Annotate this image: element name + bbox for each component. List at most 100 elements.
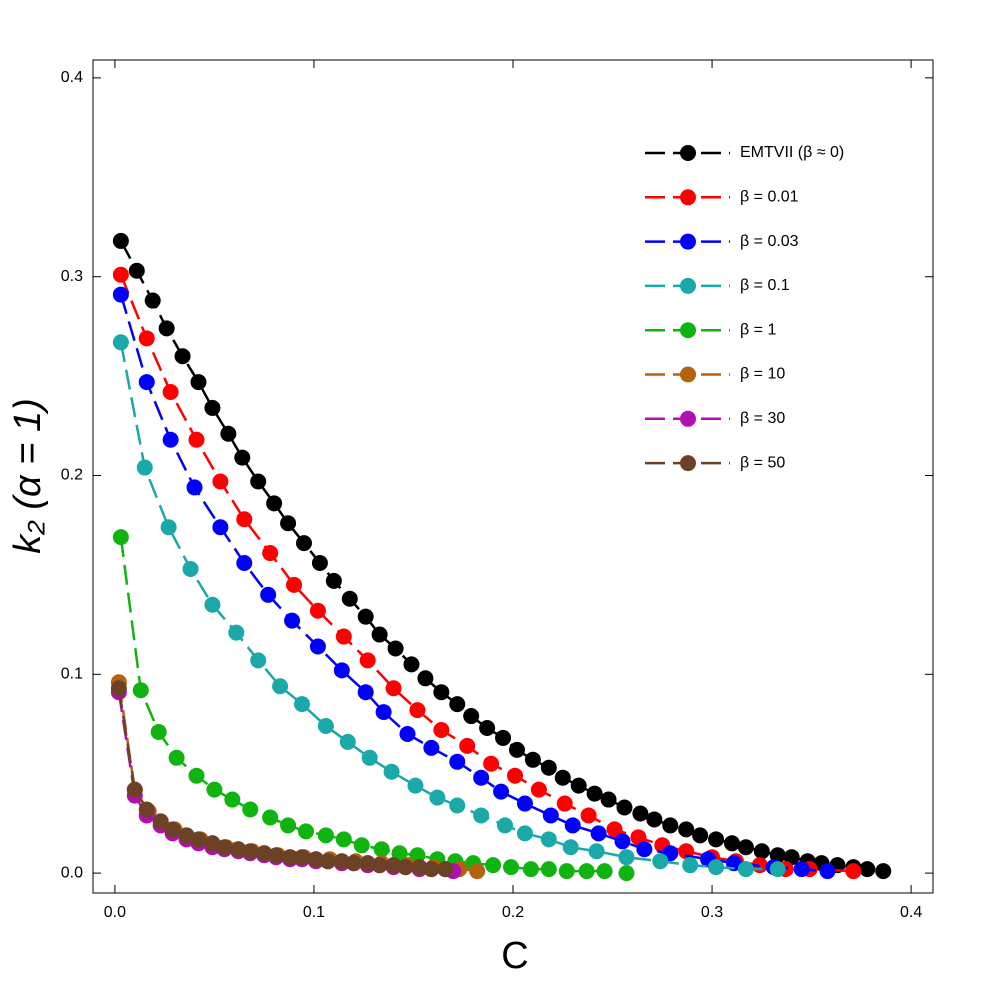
x-tick-label: 0.0	[104, 904, 126, 921]
series-line	[117, 692, 454, 873]
data-point	[596, 863, 613, 880]
data-point	[423, 861, 440, 878]
data-point	[309, 602, 326, 619]
data-point	[588, 843, 605, 860]
data-point	[692, 827, 709, 844]
data-point	[459, 737, 476, 754]
data-point	[793, 861, 810, 878]
data-point	[516, 795, 533, 812]
data-point	[353, 837, 370, 854]
data-point	[174, 348, 191, 365]
data-point	[845, 863, 862, 880]
data-point	[204, 596, 221, 613]
data-point	[449, 753, 466, 770]
data-point	[236, 511, 253, 528]
x-tick-label: 0.3	[701, 904, 723, 921]
data-point	[819, 863, 836, 880]
data-point	[463, 708, 480, 725]
data-point	[262, 545, 279, 562]
data-point	[570, 777, 587, 794]
data-point	[250, 652, 267, 669]
data-point	[188, 431, 205, 448]
x-tick-label: 0.2	[502, 904, 524, 921]
data-point	[708, 831, 725, 848]
data-point	[186, 479, 203, 496]
data-point	[506, 767, 523, 784]
legend-marker	[680, 455, 696, 472]
data-point	[737, 839, 754, 856]
data-point	[485, 857, 502, 874]
data-point	[875, 863, 892, 880]
legend-label: β = 0.01	[740, 189, 799, 206]
data-point	[204, 399, 221, 416]
legend-marker	[680, 233, 696, 250]
data-point	[128, 262, 145, 279]
data-point	[678, 821, 695, 838]
data-point	[371, 626, 388, 643]
data-point	[508, 741, 525, 758]
data-point	[333, 662, 350, 679]
data-point	[578, 863, 595, 880]
y-axis-label: k₂ (α = 1)	[7, 398, 49, 553]
data-point	[580, 807, 597, 824]
data-point	[753, 843, 770, 860]
legend-label: β = 0.03	[740, 233, 799, 250]
data-point	[311, 554, 328, 571]
data-point	[335, 628, 352, 645]
legend-label: β = 0.1	[740, 277, 790, 294]
data-point	[182, 560, 199, 577]
data-point	[164, 821, 181, 838]
data-point	[112, 266, 129, 283]
legend-marker	[680, 189, 696, 206]
data-point	[614, 833, 631, 850]
data-point	[652, 853, 669, 870]
data-point	[144, 292, 161, 309]
data-point	[409, 702, 426, 719]
data-point	[636, 841, 653, 858]
data-point	[110, 680, 127, 697]
data-point	[206, 781, 223, 798]
data-point	[433, 721, 450, 738]
data-point	[708, 859, 725, 876]
data-point	[250, 473, 267, 490]
data-point	[297, 823, 314, 840]
data-point	[558, 863, 575, 880]
data-point	[152, 813, 169, 830]
data-point	[317, 718, 334, 735]
data-point	[433, 684, 450, 701]
data-point	[242, 801, 259, 818]
data-point	[483, 755, 500, 772]
data-point	[357, 608, 374, 625]
data-point	[783, 849, 800, 866]
y-tick-label: 0.2	[61, 467, 83, 484]
data-point	[317, 827, 334, 844]
data-point	[600, 791, 617, 808]
data-point	[126, 781, 143, 798]
data-point	[138, 374, 155, 391]
data-point	[540, 759, 557, 776]
series-line	[119, 294, 828, 873]
data-point	[540, 831, 557, 848]
data-point	[136, 459, 153, 476]
data-point	[564, 817, 581, 834]
data-point	[162, 384, 179, 401]
data-point	[503, 859, 520, 876]
data-point	[357, 684, 374, 701]
data-point	[540, 861, 557, 878]
data-point	[266, 495, 283, 512]
data-point	[530, 781, 547, 798]
legend-label: β = 1	[740, 321, 776, 338]
data-point	[632, 805, 649, 822]
x-tick-label: 0.4	[900, 904, 922, 921]
data-point	[618, 849, 635, 866]
data-point	[590, 825, 607, 842]
data-point	[554, 769, 571, 786]
data-point	[112, 286, 129, 303]
data-point	[417, 670, 434, 687]
data-point	[158, 320, 175, 337]
data-point	[160, 519, 177, 536]
legend-label: β = 50	[740, 454, 785, 471]
x-tick-label: 0.1	[303, 904, 325, 921]
data-point	[586, 785, 603, 802]
data-point	[522, 861, 539, 878]
